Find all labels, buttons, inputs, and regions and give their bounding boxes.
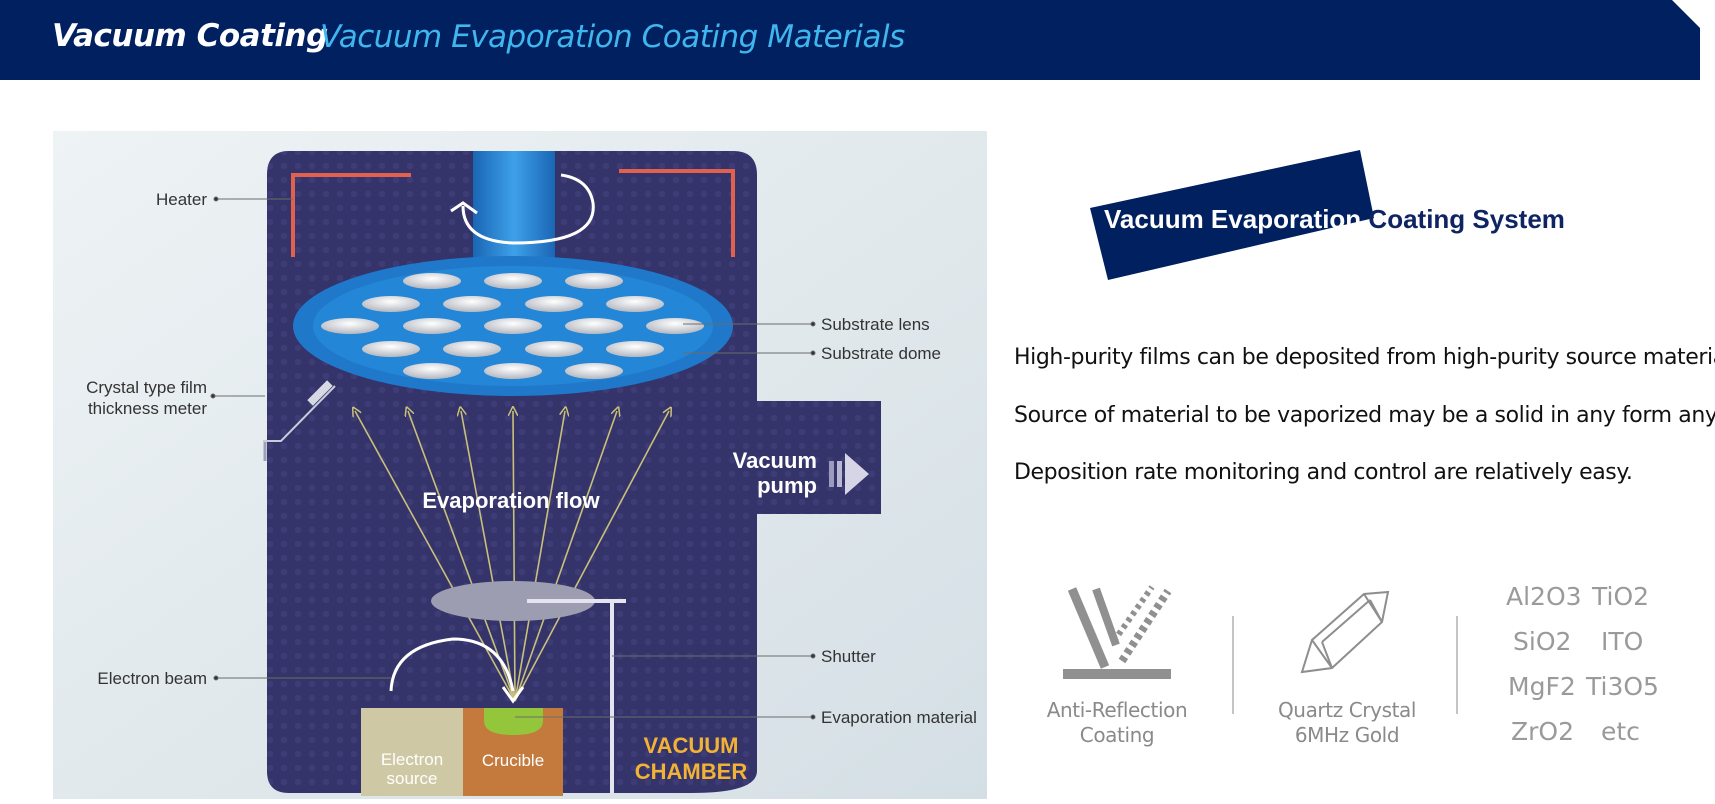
- crystal-meter-icon: [263, 380, 336, 461]
- feature-quartz-crystal-line1: Quartz Crystal: [1277, 698, 1417, 722]
- material-mgf2: MgF2: [1508, 672, 1576, 701]
- callout-crystal-meter-line2: thickness meter: [88, 399, 207, 418]
- heater-right-icon: [619, 169, 735, 257]
- material-tio2: TiO2: [1592, 582, 1650, 611]
- header-title: Vacuum Coating: [52, 18, 328, 54]
- material-ito: ITO: [1601, 627, 1644, 656]
- rotation-arrow-icon: [461, 173, 595, 245]
- quartz-crystal-icon: [1300, 590, 1390, 674]
- description-line-1: High-purity films can be deposited from …: [1014, 345, 1715, 370]
- vacuum-pump-label-line1: Vacuum: [733, 448, 817, 473]
- evaporation-flow-arrows: [355, 411, 669, 702]
- callout-shutter: Shutter: [821, 647, 876, 666]
- evaporation-diagram: Evaporation flow Vacuum pump Electron so…: [53, 131, 987, 799]
- callout-evaporation-material: Evaporation material: [821, 708, 977, 727]
- feature-anti-reflection-line2: Coating: [1079, 723, 1155, 747]
- callout-heater: Heater: [156, 190, 207, 209]
- material-sio2: SiO2: [1513, 627, 1572, 656]
- callout-lines: [210, 196, 816, 720]
- chamber-label-line2: CHAMBER: [635, 759, 748, 784]
- vacuum-pump-label-line2: pump: [757, 473, 817, 498]
- feature-anti-reflection-line1: Anti-Reflection: [1046, 698, 1188, 722]
- substrate-lenses: [321, 273, 704, 379]
- evaporation-flow-label: Evaporation flow: [422, 488, 600, 513]
- description-line-2: Source of material to be vaporized may b…: [1014, 403, 1715, 428]
- callout-substrate-dome: Substrate dome: [821, 344, 941, 363]
- system-title-text: Vacuum Evaporation Coating System: [1104, 204, 1565, 234]
- electron-source-block: [361, 708, 463, 796]
- chamber-label-line1: VACUUM: [644, 733, 739, 758]
- divider-2: [1456, 616, 1458, 714]
- feature-quartz-crystal-line2: 6MHz Gold: [1294, 723, 1400, 747]
- page-header: Vacuum Coating Vacuum Evaporation Coatin…: [0, 0, 1715, 80]
- shutter-plate: [431, 581, 595, 621]
- feature-anti-reflection-label: Anti-Reflection Coating: [1032, 698, 1202, 748]
- heater-left-icon: [291, 173, 411, 257]
- electron-beam-arc-icon: [389, 637, 515, 692]
- feature-quartz-crystal-label: Quartz Crystal 6MHz Gold: [1262, 698, 1432, 748]
- material-zro2: ZrO2: [1511, 717, 1574, 746]
- title-band: [1090, 150, 1374, 280]
- divider-1: [1232, 616, 1234, 714]
- electron-source-label-line2: source: [386, 769, 437, 788]
- crucible-label: Crucible: [482, 751, 544, 770]
- header-subtitle: Vacuum Evaporation Coating Materials: [320, 19, 905, 55]
- anti-reflection-icon: [1063, 585, 1172, 679]
- evaporation-material-icon: [484, 708, 543, 735]
- callout-electron-beam: Electron beam: [97, 669, 207, 688]
- callout-substrate-lens: Substrate lens: [821, 315, 930, 334]
- material-al2o3: Al2O3: [1506, 582, 1582, 611]
- vacuum-pump-arrow-icon: [829, 453, 869, 495]
- header-banner: [0, 0, 1700, 80]
- material-etc: etc: [1601, 717, 1640, 746]
- system-title: Vacuum Evaporation Coating System: [1090, 150, 1630, 280]
- description-line-3: Deposition rate monitoring and control a…: [1014, 460, 1633, 485]
- electron-source-label-line1: Electron: [381, 750, 443, 769]
- rotation-shaft: [473, 151, 555, 271]
- material-ti3o5: Ti3O5: [1586, 672, 1659, 701]
- shutter-arm: [527, 599, 626, 793]
- callout-crystal-meter-line1: Crystal type film: [86, 378, 207, 397]
